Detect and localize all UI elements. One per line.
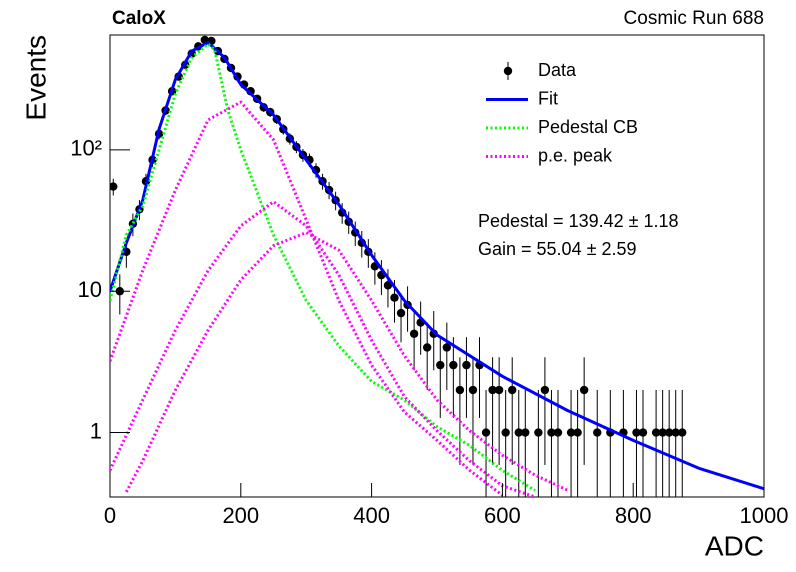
x-tick-label: 200	[222, 503, 259, 528]
x-tick-label: 400	[353, 503, 390, 528]
data-point	[664, 428, 674, 437]
legend-label: Fit	[538, 88, 558, 108]
y-axis-label: Events	[20, 35, 51, 121]
plot-frame	[109, 34, 765, 498]
fit-curve	[110, 200, 536, 497]
data-point	[449, 360, 458, 370]
data-point	[390, 293, 399, 302]
x-tick-label: 0	[104, 503, 116, 528]
legend-label: Data	[538, 60, 577, 80]
data-point	[547, 428, 556, 437]
data-point	[488, 385, 497, 395]
x-axis-label: ADC	[705, 530, 764, 561]
data-point	[514, 428, 523, 437]
data-point	[442, 343, 452, 352]
data-point	[396, 308, 406, 318]
chart-title: CaloX	[112, 8, 166, 29]
x-tick-label: 600	[484, 503, 521, 528]
data-point	[481, 428, 491, 437]
data-point	[579, 385, 589, 395]
data-point	[678, 428, 687, 437]
data-point	[521, 428, 530, 437]
y-tick-label: 10²	[70, 136, 102, 161]
data-point	[553, 428, 563, 437]
data-point	[455, 385, 465, 395]
y-tick-label: 10	[78, 277, 102, 302]
data-point	[638, 428, 648, 437]
x-tick-label: 1000	[740, 503, 789, 528]
data-point	[501, 428, 510, 437]
data-point	[494, 385, 504, 395]
data-point	[593, 428, 602, 437]
annotation: Pedestal = 139.42 ± 1.18	[478, 211, 679, 231]
data-point	[468, 385, 478, 395]
annotation: Gain = 55.04 ± 2.59	[478, 239, 637, 259]
data-point	[540, 385, 550, 395]
data-point	[409, 329, 419, 338]
fit-curve	[110, 100, 504, 497]
data-point	[566, 428, 576, 437]
x-tick-label: 800	[615, 503, 652, 528]
fit-curve	[125, 231, 569, 493]
legend-label: Pedestal CB	[538, 117, 638, 137]
data-point	[436, 360, 445, 370]
chart-subtitle: Cosmic Run 688	[624, 8, 764, 29]
fit-curve	[110, 42, 536, 492]
data-point	[508, 385, 517, 395]
data-point	[671, 428, 680, 437]
data-point	[462, 360, 471, 370]
legend-label: p.e. peak	[538, 145, 613, 165]
data-point	[422, 343, 432, 352]
data-point	[632, 428, 641, 437]
data-point	[573, 428, 582, 437]
fit-curve	[110, 41, 764, 491]
legend-symbol	[503, 66, 513, 76]
plot-area	[110, 35, 764, 497]
y-tick-label: 1	[90, 418, 102, 443]
data-point	[658, 428, 667, 437]
data-point	[534, 428, 543, 437]
data-point	[651, 428, 661, 437]
data-point	[110, 182, 118, 191]
